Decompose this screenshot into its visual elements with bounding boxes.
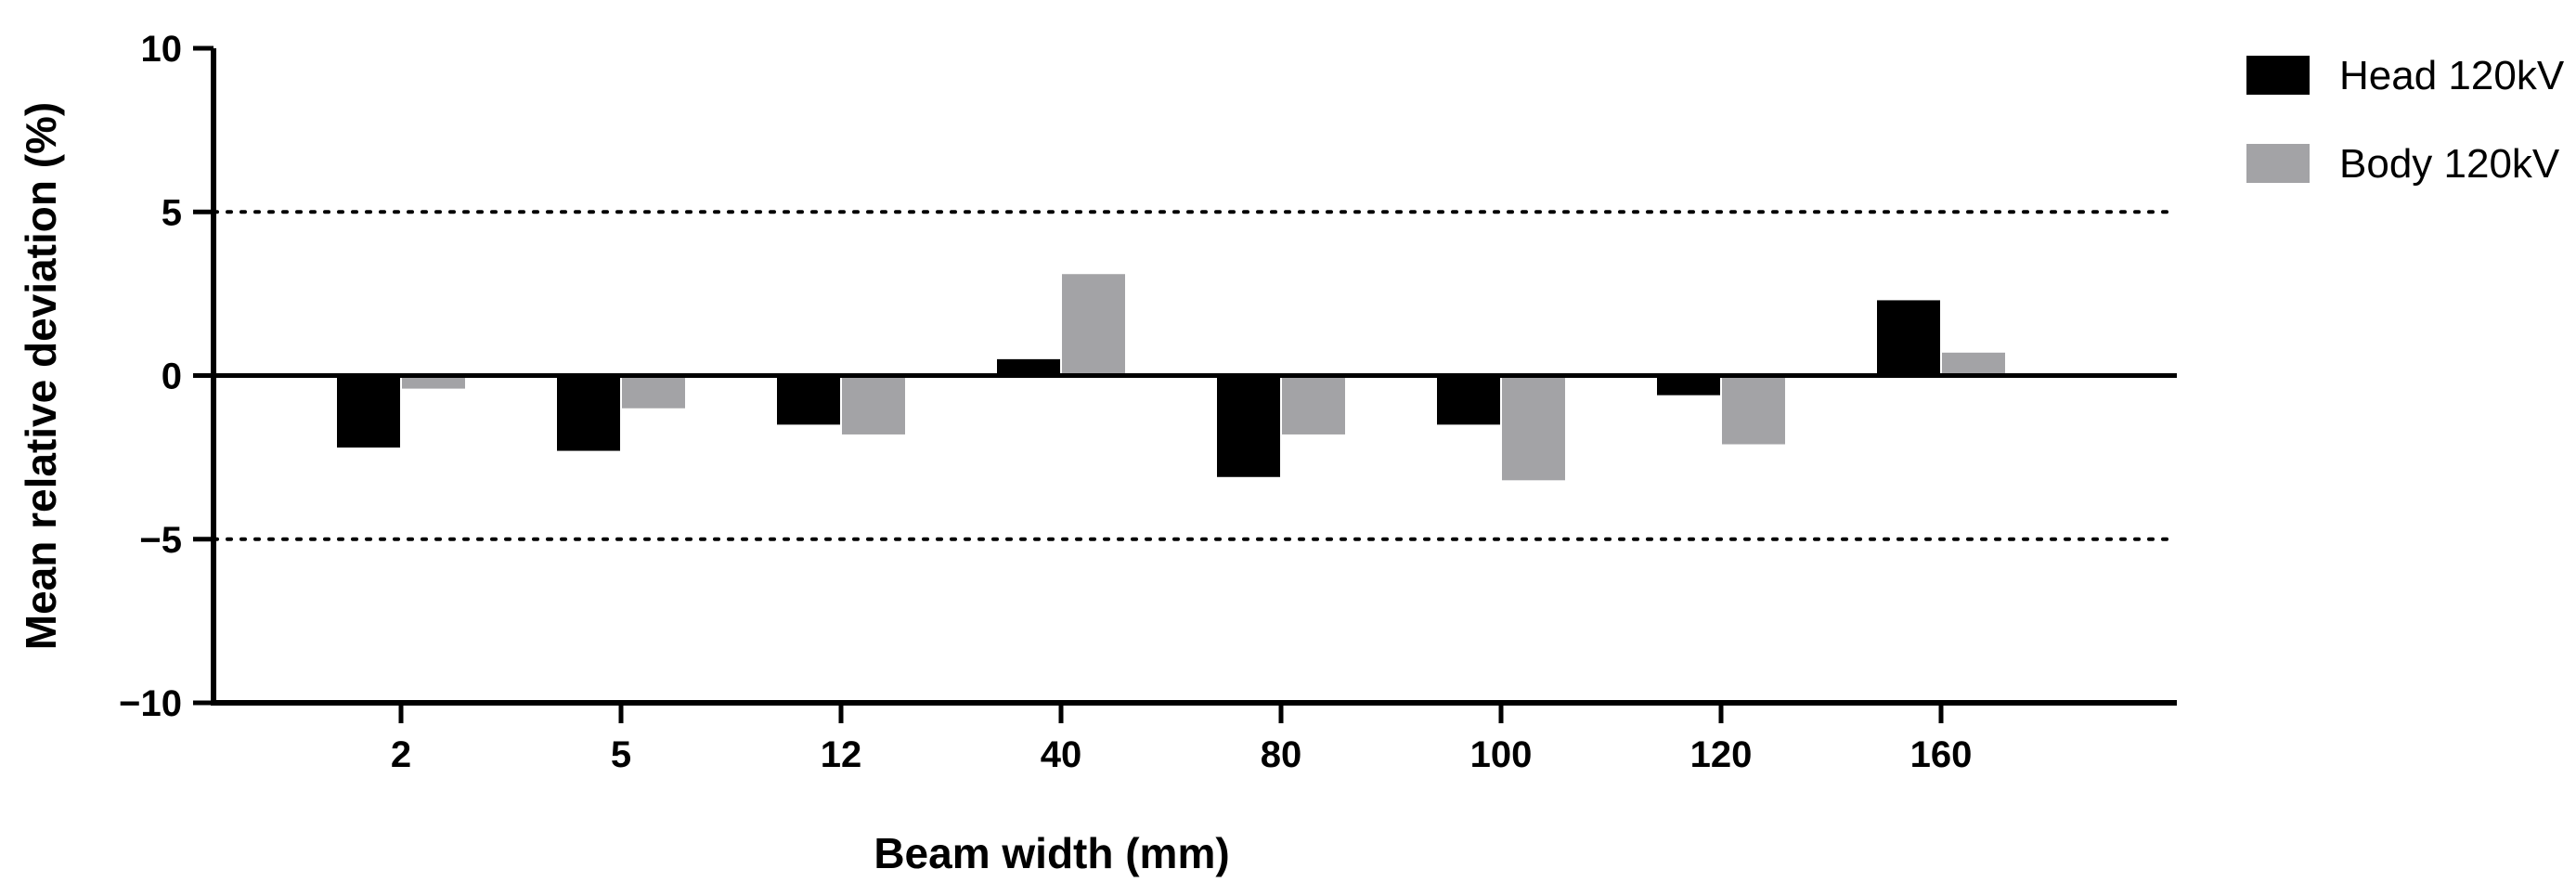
bar-head-120 xyxy=(1657,375,1720,396)
y-tick-label: −10 xyxy=(119,683,182,724)
bar-head-5 xyxy=(557,375,620,451)
x-tick-label: 160 xyxy=(1910,734,1973,775)
bar-body-40 xyxy=(1062,274,1125,376)
legend-swatch xyxy=(2246,144,2310,183)
y-axis-ticks: 10 5 0 −5 −10 xyxy=(119,29,214,724)
y-tick-label: 10 xyxy=(141,29,183,70)
legend-swatch xyxy=(2246,56,2310,95)
bar-head-40 xyxy=(997,358,1060,376)
bar-body-100 xyxy=(1502,375,1565,481)
y-tick-label: 5 xyxy=(162,192,182,233)
x-tick-label: 5 xyxy=(611,734,631,775)
y-tick-label: −5 xyxy=(139,520,182,561)
legend: Head 120kV Body 120kV xyxy=(2246,53,2565,187)
bar-body-160 xyxy=(1942,352,2005,376)
y-axis-title: Mean relative deviation (%) xyxy=(17,102,65,651)
bar-body-12 xyxy=(842,375,905,435)
x-tick-label: 40 xyxy=(1041,734,1082,775)
bar-body-2 xyxy=(402,375,465,389)
bar-head-100 xyxy=(1437,375,1500,425)
bar-head-12 xyxy=(777,375,840,425)
bar-head-2 xyxy=(337,375,400,448)
bar-body-120 xyxy=(1722,375,1785,445)
bar-series xyxy=(337,274,2005,481)
bar-body-5 xyxy=(622,375,685,409)
legend-label: Head 120kV xyxy=(2339,53,2565,98)
bar-head-160 xyxy=(1877,300,1940,376)
x-tick-label: 80 xyxy=(1261,734,1302,775)
bar-head-80 xyxy=(1217,375,1280,477)
x-tick-label: 120 xyxy=(1690,734,1753,775)
x-tick-label: 100 xyxy=(1470,734,1533,775)
x-axis-title: Beam width (mm) xyxy=(874,829,1229,877)
x-tick-label: 2 xyxy=(391,734,411,775)
legend-label: Body 120kV xyxy=(2339,141,2560,187)
x-tick-label: 12 xyxy=(821,734,862,775)
axes xyxy=(211,48,2177,706)
y-tick-label: 0 xyxy=(162,357,182,397)
x-axis-ticks: 2 5 12 40 80 100 120 160 xyxy=(391,703,1973,775)
bar-body-80 xyxy=(1282,375,1345,435)
